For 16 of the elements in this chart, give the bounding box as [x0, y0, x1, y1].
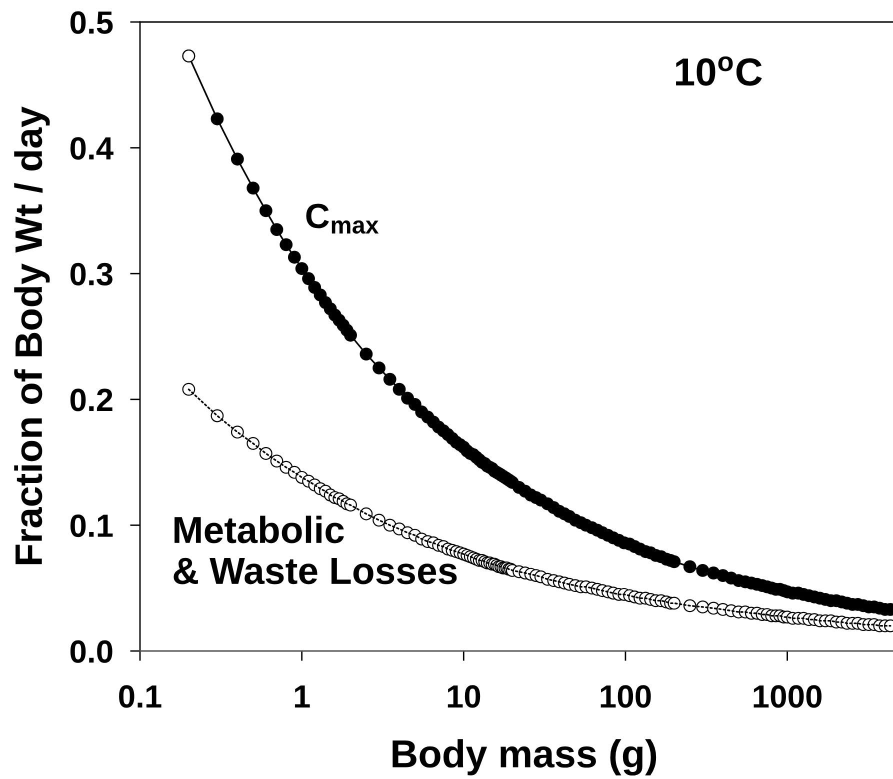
y-tick-label: 0.1: [70, 514, 113, 538]
y-tick-label: 0.0: [70, 640, 112, 663]
y-tick-label: 0.2: [70, 388, 112, 412]
x-tick-label: 100: [600, 685, 651, 708]
x-tick-label: 0.1: [119, 685, 162, 708]
y-axis-title: Fraction of Body Wt / day: [14, 106, 50, 564]
y-tick-label: 0.5: [70, 11, 113, 34]
series-label: Metabolic & Waste Losses: [174, 516, 457, 584]
series-label: C$_{max}$: [306, 204, 379, 234]
x-tick-label: 10: [448, 685, 480, 708]
x-tick-label: 1: [294, 686, 310, 708]
x-tick-label: 1000: [754, 685, 822, 708]
y-tick-label: 0.4: [70, 137, 114, 160]
y-tick-label: 0.3: [70, 262, 112, 286]
annotation: 10$^{o}$C: [676, 56, 762, 86]
x-axis-title: Body mass (g): [392, 739, 656, 776]
